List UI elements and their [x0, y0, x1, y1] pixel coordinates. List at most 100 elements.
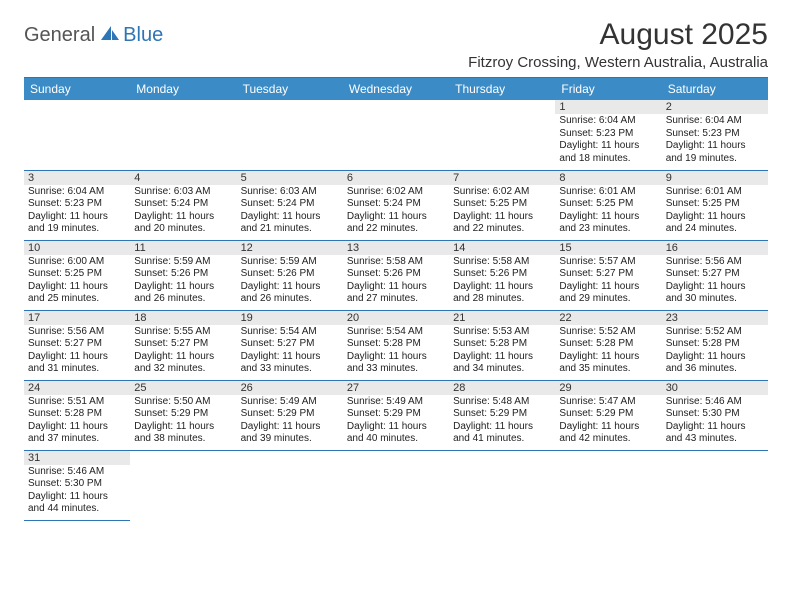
day-number: 4: [130, 171, 236, 185]
info-line: Daylight: 11 hours: [666, 281, 764, 294]
info-line: and 36 minutes.: [666, 363, 764, 376]
day-number: 27: [343, 381, 449, 395]
info-line: Daylight: 11 hours: [559, 351, 657, 364]
info-line: Sunset: 5:26 PM: [347, 268, 445, 281]
info-line: Sunset: 5:30 PM: [666, 408, 764, 421]
day-info: Sunrise: 5:58 AMSunset: 5:26 PMDaylight:…: [453, 256, 551, 306]
day-number: 18: [130, 311, 236, 325]
info-line: and 40 minutes.: [347, 433, 445, 446]
info-line: and 43 minutes.: [666, 433, 764, 446]
info-line: Sunset: 5:25 PM: [666, 198, 764, 211]
info-line: Sunrise: 6:04 AM: [28, 186, 126, 199]
day-number: 2: [662, 100, 768, 114]
day-info: Sunrise: 5:52 AMSunset: 5:28 PMDaylight:…: [559, 326, 657, 376]
day-cell: 29Sunrise: 5:47 AMSunset: 5:29 PMDayligh…: [555, 380, 661, 450]
day-info: Sunrise: 5:56 AMSunset: 5:27 PMDaylight:…: [28, 326, 126, 376]
empty-cell: [24, 100, 130, 170]
info-line: Sunrise: 5:48 AM: [453, 396, 551, 409]
day-cell: 2Sunrise: 6:04 AMSunset: 5:23 PMDaylight…: [662, 100, 768, 170]
day-cell: 19Sunrise: 5:54 AMSunset: 5:27 PMDayligh…: [237, 310, 343, 380]
info-line: Daylight: 11 hours: [134, 211, 232, 224]
day-info: Sunrise: 6:01 AMSunset: 5:25 PMDaylight:…: [666, 186, 764, 236]
info-line: Sunrise: 6:04 AM: [666, 115, 764, 128]
info-line: and 24 minutes.: [666, 223, 764, 236]
calendar-table: SundayMondayTuesdayWednesdayThursdayFrid…: [24, 78, 768, 521]
info-line: Sunrise: 5:59 AM: [134, 256, 232, 269]
info-line: Sunset: 5:23 PM: [666, 128, 764, 141]
day-cell: 23Sunrise: 5:52 AMSunset: 5:28 PMDayligh…: [662, 310, 768, 380]
day-cell: 15Sunrise: 5:57 AMSunset: 5:27 PMDayligh…: [555, 240, 661, 310]
day-number: 12: [237, 241, 343, 255]
info-line: Sunrise: 5:58 AM: [347, 256, 445, 269]
weekday-header: Thursday: [449, 78, 555, 100]
info-line: Sunset: 5:27 PM: [28, 338, 126, 351]
weekday-header: Saturday: [662, 78, 768, 100]
info-line: Daylight: 11 hours: [666, 421, 764, 434]
info-line: Sunrise: 6:03 AM: [241, 186, 339, 199]
info-line: Daylight: 11 hours: [666, 140, 764, 153]
info-line: Sunrise: 5:49 AM: [241, 396, 339, 409]
info-line: Daylight: 11 hours: [453, 351, 551, 364]
info-line: and 23 minutes.: [559, 223, 657, 236]
info-line: Sunset: 5:24 PM: [241, 198, 339, 211]
weekday-header: Sunday: [24, 78, 130, 100]
day-cell: 25Sunrise: 5:50 AMSunset: 5:29 PMDayligh…: [130, 380, 236, 450]
calendar-row: 17Sunrise: 5:56 AMSunset: 5:27 PMDayligh…: [24, 310, 768, 380]
empty-cell: [449, 450, 555, 520]
info-line: Sunset: 5:28 PM: [559, 338, 657, 351]
day-info: Sunrise: 5:46 AMSunset: 5:30 PMDaylight:…: [666, 396, 764, 446]
weekday-header: Wednesday: [343, 78, 449, 100]
info-line: Sunrise: 5:56 AM: [666, 256, 764, 269]
info-line: Daylight: 11 hours: [241, 211, 339, 224]
info-line: Sunrise: 6:01 AM: [559, 186, 657, 199]
info-line: Sunset: 5:27 PM: [241, 338, 339, 351]
info-line: and 29 minutes.: [559, 293, 657, 306]
info-line: Daylight: 11 hours: [347, 211, 445, 224]
info-line: Daylight: 11 hours: [241, 351, 339, 364]
day-info: Sunrise: 6:04 AMSunset: 5:23 PMDaylight:…: [666, 115, 764, 165]
info-line: Sunset: 5:28 PM: [347, 338, 445, 351]
info-line: Daylight: 11 hours: [28, 421, 126, 434]
info-line: Sunrise: 5:52 AM: [666, 326, 764, 339]
info-line: Sunrise: 5:59 AM: [241, 256, 339, 269]
day-cell: 31Sunrise: 5:46 AMSunset: 5:30 PMDayligh…: [24, 450, 130, 520]
info-line: Sunrise: 5:46 AM: [28, 466, 126, 479]
empty-cell: [237, 100, 343, 170]
day-info: Sunrise: 5:54 AMSunset: 5:27 PMDaylight:…: [241, 326, 339, 376]
day-number: 20: [343, 311, 449, 325]
day-cell: 13Sunrise: 5:58 AMSunset: 5:26 PMDayligh…: [343, 240, 449, 310]
day-info: Sunrise: 5:53 AMSunset: 5:28 PMDaylight:…: [453, 326, 551, 376]
weekday-header: Monday: [130, 78, 236, 100]
info-line: Sunrise: 5:55 AM: [134, 326, 232, 339]
location: Fitzroy Crossing, Western Australia, Aus…: [468, 54, 768, 71]
info-line: Daylight: 11 hours: [28, 211, 126, 224]
info-line: Sunrise: 5:47 AM: [559, 396, 657, 409]
info-line: and 44 minutes.: [28, 503, 126, 516]
info-line: Daylight: 11 hours: [453, 281, 551, 294]
day-number: 19: [237, 311, 343, 325]
empty-cell: [130, 450, 236, 520]
day-info: Sunrise: 5:49 AMSunset: 5:29 PMDaylight:…: [241, 396, 339, 446]
info-line: and 28 minutes.: [453, 293, 551, 306]
info-line: Sunset: 5:24 PM: [347, 198, 445, 211]
day-number: 23: [662, 311, 768, 325]
calendar-body: 1Sunrise: 6:04 AMSunset: 5:23 PMDaylight…: [24, 100, 768, 520]
info-line: Sunrise: 5:57 AM: [559, 256, 657, 269]
day-number: 28: [449, 381, 555, 395]
day-number: 5: [237, 171, 343, 185]
day-cell: 27Sunrise: 5:49 AMSunset: 5:29 PMDayligh…: [343, 380, 449, 450]
day-info: Sunrise: 6:02 AMSunset: 5:24 PMDaylight:…: [347, 186, 445, 236]
day-cell: 12Sunrise: 5:59 AMSunset: 5:26 PMDayligh…: [237, 240, 343, 310]
info-line: and 30 minutes.: [666, 293, 764, 306]
day-info: Sunrise: 6:04 AMSunset: 5:23 PMDaylight:…: [559, 115, 657, 165]
info-line: Sunset: 5:25 PM: [559, 198, 657, 211]
info-line: Sunrise: 6:03 AM: [134, 186, 232, 199]
info-line: Sunset: 5:28 PM: [453, 338, 551, 351]
info-line: Sunset: 5:27 PM: [559, 268, 657, 281]
empty-cell: [343, 450, 449, 520]
empty-cell: [555, 450, 661, 520]
info-line: and 20 minutes.: [134, 223, 232, 236]
day-cell: 14Sunrise: 5:58 AMSunset: 5:26 PMDayligh…: [449, 240, 555, 310]
day-number: 30: [662, 381, 768, 395]
info-line: Sunrise: 5:52 AM: [559, 326, 657, 339]
